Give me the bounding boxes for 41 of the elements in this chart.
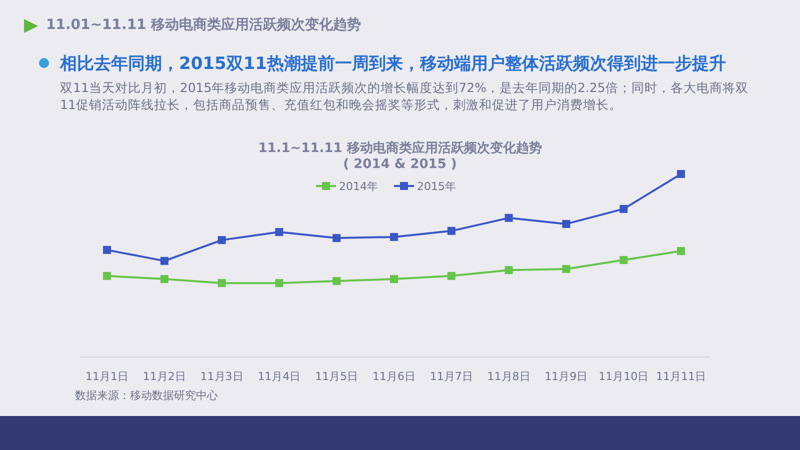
point — [447, 272, 456, 280]
x-tick-label: 11月8日 — [487, 370, 530, 383]
source-note: 数据来源：移动数据研究中心 — [75, 388, 218, 403]
point — [504, 266, 513, 274]
x-tick-label: 11月11日 — [656, 370, 706, 383]
chart-title: 11.1~11.11 移动电商类应用活跃频次变化趋势 — [258, 140, 542, 156]
point — [677, 247, 685, 256]
point — [160, 256, 168, 265]
point — [620, 256, 628, 264]
legend-label: 2015年 — [417, 180, 456, 193]
point — [103, 272, 111, 280]
point — [332, 234, 341, 242]
x-tick-label: 11月6日 — [372, 370, 416, 383]
x-tick-label: 11月1日 — [86, 370, 128, 383]
point — [390, 275, 398, 284]
point — [218, 236, 226, 244]
point — [677, 170, 685, 178]
point — [332, 277, 341, 286]
point — [218, 279, 226, 288]
text: 11.01~11.11 移动电商类应用活跃频次变化趋势 — [46, 16, 362, 34]
legend-label: 2014年 — [339, 180, 378, 193]
x-tick-label: 11月10日 — [598, 370, 649, 383]
point — [390, 232, 398, 241]
x-tick-label: 11月2日 — [142, 370, 186, 383]
point — [275, 228, 284, 236]
point — [562, 264, 570, 273]
point — [504, 214, 513, 222]
x-tick-label: 11月5日 — [315, 370, 358, 383]
x-tick-label: 11月3日 — [200, 370, 244, 383]
point — [620, 204, 628, 213]
point — [562, 220, 570, 228]
x-tick-label: 11月4日 — [258, 370, 301, 383]
point — [103, 246, 111, 254]
text: 双11当天对比月初，2015年移动电商类应用活跃频次的增长幅度达到72%，是去年同期的2.25倍；同时，各大电商将双11促销活动阵线拉长，包括商品预售、充值红包和晚会摇奖等形式，刺激和促进了用户消费增长。 — [60, 79, 750, 113]
point — [160, 275, 168, 284]
chart-subtitle: ( 2014 & 2015 ) — [343, 157, 457, 172]
point — [447, 226, 456, 235]
point — [275, 279, 284, 288]
x-tick-label: 11月9日 — [544, 370, 588, 383]
text: 相比去年同期，2015双11热潮提前一周到来，移动端用户整体活跃频次得到进一步提升 — [60, 53, 726, 75]
x-tick-label: 11月7日 — [430, 370, 473, 383]
